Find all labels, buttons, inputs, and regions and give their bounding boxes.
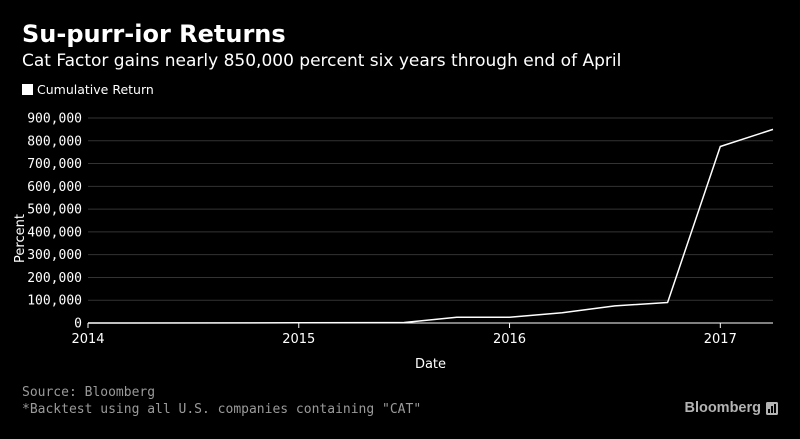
series-line-cumulative-return bbox=[87, 128, 774, 324]
chart-subtitle: Cat Factor gains nearly 850,000 percent … bbox=[22, 51, 622, 71]
x-tick-label: 2016 bbox=[493, 332, 526, 347]
chart-icon bbox=[766, 401, 778, 415]
y-tick-label: 100,000 bbox=[27, 294, 82, 309]
x-tick-label: 2015 bbox=[282, 332, 315, 347]
source-text: Source: Bloomberg bbox=[22, 385, 156, 400]
x-tick-label: 2014 bbox=[71, 332, 104, 347]
x-tick-label: 2017 bbox=[704, 332, 737, 347]
y-tick-label: 900,000 bbox=[27, 112, 82, 127]
y-tick-label: 200,000 bbox=[27, 271, 82, 286]
chart-title: Su-purr-ior Returns bbox=[22, 20, 286, 48]
legend-swatch bbox=[22, 84, 33, 95]
y-axis-label: Percent bbox=[13, 214, 28, 263]
footnote-text: *Backtest using all U.S. companies conta… bbox=[22, 402, 422, 417]
legend-label: Cumulative Return bbox=[37, 82, 154, 97]
x-axis-label: Date bbox=[415, 357, 446, 372]
y-tick-label: 400,000 bbox=[27, 225, 82, 240]
y-tick-label: 800,000 bbox=[27, 134, 82, 149]
brand-name: Bloomberg bbox=[684, 400, 761, 416]
bloomberg-logo: Bloomberg bbox=[684, 400, 778, 416]
y-tick-label: 600,000 bbox=[27, 180, 82, 195]
y-tick-label: 700,000 bbox=[27, 157, 82, 172]
y-tick-label: 500,000 bbox=[27, 203, 82, 218]
legend: Cumulative Return bbox=[22, 82, 154, 97]
y-tick-label: 0 bbox=[74, 317, 82, 332]
y-tick-label: 300,000 bbox=[27, 248, 82, 263]
